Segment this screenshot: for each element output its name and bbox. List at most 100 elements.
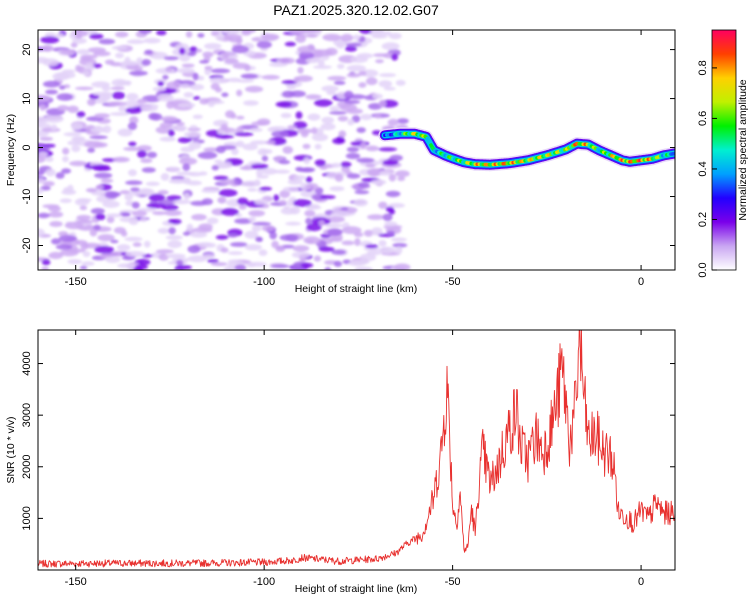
spectrogram-noise-blob (324, 267, 332, 270)
spectrogram-noise-blob (278, 57, 295, 64)
spectrogram-noise-blob (158, 253, 169, 261)
spectrogram-noise-blob (275, 245, 286, 252)
spectrogram-noise-blob (356, 127, 366, 133)
spectrogram-noise-blob (165, 67, 172, 72)
spectrogram-noise-blob (139, 217, 148, 222)
spectrogram-noise-blob (156, 30, 167, 36)
spectrogram-noise-blob (187, 127, 201, 132)
spectrogram-noise-blob (179, 83, 191, 89)
spectrogram-noise-blob (275, 101, 292, 108)
spectrogram-noise-blob (237, 197, 249, 205)
spectrogram-noise-blob (57, 105, 70, 112)
spectrogram-noise-blob (41, 266, 49, 270)
spectrogram-noise-blob (217, 129, 226, 135)
spectrogram-noise-blob (360, 113, 373, 121)
spectrogram-noise-blob (287, 125, 297, 130)
spectrogram-noise-blob (94, 172, 113, 179)
spectrogram-noise-blob (168, 178, 187, 184)
spectrogram-noise-blob (222, 52, 229, 60)
spectrogram-noise-blob (284, 41, 297, 47)
bottom-x-tick-label: -150 (65, 576, 87, 588)
spectrogram-noise-blob (305, 94, 322, 100)
spectrogram-noise-blob (85, 188, 97, 193)
spectrogram-noise-blob (244, 244, 262, 251)
spectrogram-noise-blob (75, 64, 82, 72)
spectrogram-noise-blob (297, 45, 316, 54)
spectrogram-noise-blob (197, 33, 205, 38)
spectrogram-noise-blob (271, 130, 289, 138)
spectrogram-noise-blob (97, 234, 115, 242)
spectrogram-noise-blob (115, 31, 129, 38)
spectrogram-noise-blob (49, 221, 63, 227)
spectrogram-noise-blob (117, 263, 135, 269)
spectrogram-noise-blob (110, 86, 125, 91)
spectrogram-noise-blob (38, 145, 51, 151)
spectrogram-noise-blob (110, 61, 123, 67)
spectrogram-noise-blob (81, 261, 95, 266)
spectrogram-noise-blob (328, 237, 343, 242)
spectrogram-noise-blob (123, 100, 142, 108)
spectrogram-noise-blob (346, 73, 361, 78)
spectrogram-noise-blob (179, 157, 198, 165)
spectrogram-noise-blob (320, 123, 336, 131)
spectrogram-noise-blob (331, 162, 342, 168)
spectrogram-noise-blob (319, 165, 328, 170)
spectrogram-noise-blob (137, 145, 152, 152)
spectrogram-noise-blob (201, 198, 213, 206)
spectrogram-noise-blob (261, 168, 278, 175)
spectrogram-noise-blob (189, 125, 198, 129)
spectrogram-noise-blob (363, 247, 381, 251)
bottom-y-axis-label: SNR (10 * v/v) (5, 416, 17, 483)
spectrogram-noise-blob (223, 34, 243, 40)
spectrogram-noise-blob (305, 205, 322, 210)
bottom-x-tick-label: 0 (638, 576, 644, 588)
spectrogram-noise-blob (176, 171, 196, 176)
spectrogram-noise-blob (75, 86, 94, 91)
spectrogram-noise-blob (318, 246, 335, 252)
spectrogram-noise-blob (76, 219, 94, 224)
spectrogram-noise-blob (204, 65, 213, 71)
spectrogram-noise-blob (227, 251, 243, 256)
spectrogram-noise-blob (251, 225, 262, 232)
spectrogram-noise-blob (166, 253, 186, 259)
top-x-tick-label: 0 (638, 276, 644, 288)
spectrogram-noise-region (38, 30, 411, 270)
spectrogram-noise-blob (128, 141, 137, 147)
spectrogram-noise-blob (143, 240, 151, 248)
spectrogram-noise-blob (336, 41, 345, 49)
spectrogram-noise-blob (358, 70, 367, 76)
spectrogram-noise-blob (61, 168, 72, 174)
spectrogram-noise-blob (38, 57, 49, 64)
spectrogram-noise-blob (227, 233, 238, 238)
spectrogram-noise-blob (179, 47, 186, 55)
spectrogram-noise-blob (109, 112, 130, 116)
spectrogram-noise-blob (224, 58, 239, 64)
spectrogram-noise-blob (148, 112, 159, 120)
spectrogram-noise-blob (71, 145, 81, 153)
spectrogram-noise-blob (321, 85, 339, 92)
spectrogram-noise-blob (38, 123, 52, 129)
spectrogram-noise-blob (160, 173, 170, 181)
spectrogram-noise-blob (378, 240, 387, 247)
spectrogram-noise-blob (75, 30, 83, 34)
spectrogram-noise-blob (243, 100, 259, 106)
spectrogram-noise-blob (166, 195, 182, 201)
spectrogram-noise-blob (111, 45, 128, 50)
spectrogram-noise-blob (278, 199, 287, 205)
spectrogram-noise-blob (340, 161, 352, 168)
spectrogram-noise-blob (368, 103, 383, 110)
spectrogram-noise-blob (162, 74, 169, 80)
spectrogram-noise-blob (42, 181, 55, 187)
spectrogram-noise-blob (354, 190, 370, 195)
spectrogram-noise-blob (94, 245, 115, 254)
spectrogram-noise-blob (45, 156, 54, 162)
spectrogram-noise-blob (146, 202, 166, 209)
spectrogram-noise-blob (311, 133, 329, 142)
spectrogram-noise-blob (365, 244, 379, 249)
spectrogram-noise-blob (119, 217, 138, 223)
spectrogram-noise-blob (303, 236, 321, 245)
spectrogram-noise-blob (203, 242, 217, 248)
spectrogram-noise-blob (393, 263, 411, 270)
spectrogram-noise-blob (95, 184, 104, 190)
